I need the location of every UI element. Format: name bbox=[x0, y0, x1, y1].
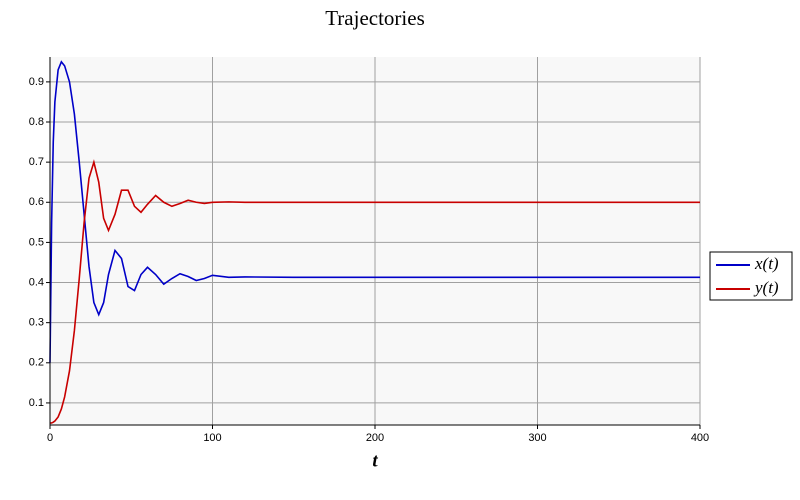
y-tick-label: 0.8 bbox=[29, 116, 44, 128]
y-tick-label: 0.5 bbox=[29, 236, 44, 248]
y-tick-label: 0.7 bbox=[29, 156, 44, 168]
legend-label: y(t) bbox=[753, 278, 779, 297]
x-tick-label: 400 bbox=[691, 432, 709, 444]
legend bbox=[709, 251, 793, 301]
y-tick-label: 0.6 bbox=[29, 196, 44, 208]
y-tick-label: 0.3 bbox=[29, 317, 44, 329]
lines bbox=[49, 60, 700, 424]
legend-label: x(t) bbox=[754, 254, 779, 273]
x-axis-label: t bbox=[372, 450, 378, 471]
legend-items: x(t) y(t) bbox=[716, 254, 779, 297]
y-tick-label: 0.9 bbox=[29, 76, 44, 88]
chart-title: Trajectories bbox=[325, 6, 425, 30]
y-tick-label: 0.1 bbox=[29, 397, 44, 409]
x-tick-label: 100 bbox=[203, 432, 221, 444]
x-tick-label: 300 bbox=[528, 432, 546, 444]
series-line bbox=[50, 159, 700, 424]
x-tick-label: 200 bbox=[366, 432, 384, 444]
y-tick-label: 0.2 bbox=[29, 357, 44, 369]
y-tick-label: 0.4 bbox=[29, 276, 44, 288]
x-tick-label: 0 bbox=[47, 432, 53, 444]
series-line bbox=[49, 60, 700, 363]
grid: 0.1 0.2 0.3 0.4 0.5 0.6 0.7 0.8 0.9 0 100 200 300 400 bbox=[29, 57, 709, 444]
